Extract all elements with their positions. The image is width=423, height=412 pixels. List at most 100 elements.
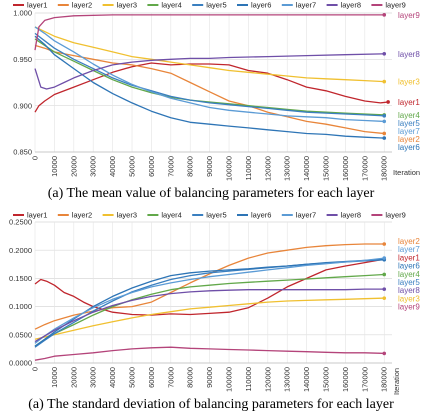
series-line bbox=[34, 26, 385, 83]
series-lines bbox=[34, 13, 390, 140]
series-line bbox=[34, 346, 385, 361]
y-tick-label: 0.0000 bbox=[9, 359, 32, 368]
series-end-marker bbox=[382, 136, 387, 140]
series-line bbox=[34, 35, 385, 139]
x-tick-label: 140000 bbox=[302, 367, 311, 392]
series-end-marker bbox=[382, 13, 387, 17]
x-axis-label: Iteration bbox=[392, 368, 401, 395]
series-line bbox=[34, 32, 385, 117]
end-label: layer6 bbox=[398, 262, 420, 271]
legend-label: layer3 bbox=[117, 1, 137, 10]
chart-mean: layer1 layer2 layer3 layer4 layer5 layer6 laye… bbox=[13, 1, 420, 201]
x-tick-label: 110000 bbox=[244, 367, 253, 391]
series-end-marker bbox=[382, 79, 387, 84]
series-end-marker bbox=[382, 131, 387, 136]
x-tick-label: 20000 bbox=[69, 156, 78, 177]
x-tick-label: 120000 bbox=[263, 367, 272, 392]
x-tick-label: 80000 bbox=[186, 156, 195, 177]
series-line bbox=[34, 257, 385, 344]
x-tick-label: 160000 bbox=[341, 156, 350, 181]
end-label: layer2 bbox=[398, 237, 420, 246]
end-label: layer3 bbox=[398, 78, 420, 87]
series-end-marker bbox=[382, 114, 387, 118]
x-tick-label: 170000 bbox=[360, 367, 369, 392]
x-tick-label: 160000 bbox=[341, 367, 350, 392]
x-tick-label: 150000 bbox=[322, 367, 331, 392]
y-tick-label: 0.2500 bbox=[9, 218, 32, 227]
series-line bbox=[34, 288, 385, 343]
x-tick-label: 10000 bbox=[50, 156, 59, 177]
x-tick-label: 110000 bbox=[244, 156, 253, 180]
x-tick-label: 20000 bbox=[69, 367, 78, 388]
legend-label: layer9 bbox=[385, 211, 405, 220]
legend-label: layer7 bbox=[296, 1, 316, 10]
series-end-marker bbox=[382, 287, 387, 291]
end-label: layer7 bbox=[398, 127, 420, 136]
y-tick-label: 0.900 bbox=[13, 101, 32, 110]
legend-label: layer5 bbox=[206, 1, 226, 10]
y-axis: 0.850 0.900 0.950 1.000 bbox=[13, 9, 32, 157]
x-axis: 0 10000 20000 30000 40000 50000 60000 70000 8000… bbox=[31, 367, 389, 392]
chart-std: layer1 layer2 layer3 layer4 layer5 layer6 laye… bbox=[9, 211, 420, 412]
x-tick-label: 10000 bbox=[50, 367, 59, 388]
x-axis: 0 10000 20000 30000 40000 50000 60000 70000 8000… bbox=[31, 156, 389, 181]
legend-label: layer4 bbox=[161, 1, 181, 10]
x-tick-label: 50000 bbox=[128, 156, 137, 177]
legend-label: layer3 bbox=[117, 211, 137, 220]
end-label: layer9 bbox=[398, 303, 420, 312]
legend-label: layer7 bbox=[296, 211, 316, 220]
end-label: layer2 bbox=[398, 135, 420, 144]
legend: layer1 layer2 layer3 layer4 layer5 layer6 laye… bbox=[13, 1, 406, 10]
x-tick-label: 0 bbox=[31, 156, 40, 160]
x-tick-label: 170000 bbox=[360, 156, 369, 181]
x-tick-label: 140000 bbox=[302, 156, 311, 181]
series-end-marker bbox=[382, 119, 387, 124]
legend-label: layer2 bbox=[72, 1, 92, 10]
legend-label: layer5 bbox=[206, 211, 226, 220]
series-line bbox=[34, 44, 385, 135]
series-end-marker bbox=[382, 242, 387, 246]
end-labels: layer9layer8layer3layer1layer4layer5laye… bbox=[398, 11, 420, 152]
end-label: layer9 bbox=[398, 11, 420, 20]
legend-label: layer6 bbox=[251, 1, 271, 10]
legend-label: layer1 bbox=[27, 211, 47, 220]
series-end-marker bbox=[382, 272, 387, 277]
x-tick-label: 80000 bbox=[186, 367, 195, 388]
series-line bbox=[34, 273, 385, 347]
plot-area bbox=[35, 13, 392, 152]
y-tick-label: 0.950 bbox=[13, 55, 32, 64]
end-labels: layer2layer7layer1layer6layer4layer5laye… bbox=[398, 237, 420, 312]
caption: (a) The mean value of balancing paramete… bbox=[48, 186, 375, 201]
legend-label: layer8 bbox=[341, 1, 361, 10]
end-label: layer8 bbox=[398, 50, 420, 59]
x-tick-label: 30000 bbox=[89, 367, 98, 388]
legend-label: layer2 bbox=[72, 211, 92, 220]
end-label: layer8 bbox=[398, 286, 420, 295]
y-tick-label: 1.000 bbox=[13, 9, 32, 18]
series-line bbox=[34, 297, 385, 340]
legend-label: layer9 bbox=[385, 1, 405, 10]
y-tick-label: 0.1000 bbox=[9, 302, 32, 311]
legend: layer1 layer2 layer3 layer4 layer5 layer6 laye… bbox=[13, 211, 406, 220]
caption: (a) The standard deviation of balancing … bbox=[28, 397, 394, 412]
x-axis-label: Iteration bbox=[393, 168, 420, 177]
legend-label: layer6 bbox=[251, 211, 271, 220]
legend-label: layer1 bbox=[27, 1, 47, 10]
x-tick-label: 60000 bbox=[147, 367, 156, 388]
y-axis: 0.0000 0.0500 0.1000 0.1500 0.2000 0.2500 bbox=[9, 218, 32, 368]
x-tick-label: 180000 bbox=[380, 367, 389, 392]
x-tick-label: 90000 bbox=[205, 367, 214, 388]
y-tick-label: 0.850 bbox=[13, 148, 32, 157]
x-tick-label: 100000 bbox=[225, 367, 234, 392]
series-lines bbox=[34, 242, 387, 361]
x-tick-label: 0 bbox=[31, 367, 40, 371]
y-tick-label: 0.2000 bbox=[9, 246, 32, 255]
x-tick-label: 150000 bbox=[322, 156, 331, 181]
x-tick-label: 130000 bbox=[283, 156, 292, 181]
x-tick-label: 90000 bbox=[205, 156, 214, 177]
x-tick-label: 30000 bbox=[89, 156, 98, 177]
x-tick-label: 60000 bbox=[147, 156, 156, 177]
x-tick-label: 120000 bbox=[263, 156, 272, 181]
series-line bbox=[34, 14, 385, 51]
